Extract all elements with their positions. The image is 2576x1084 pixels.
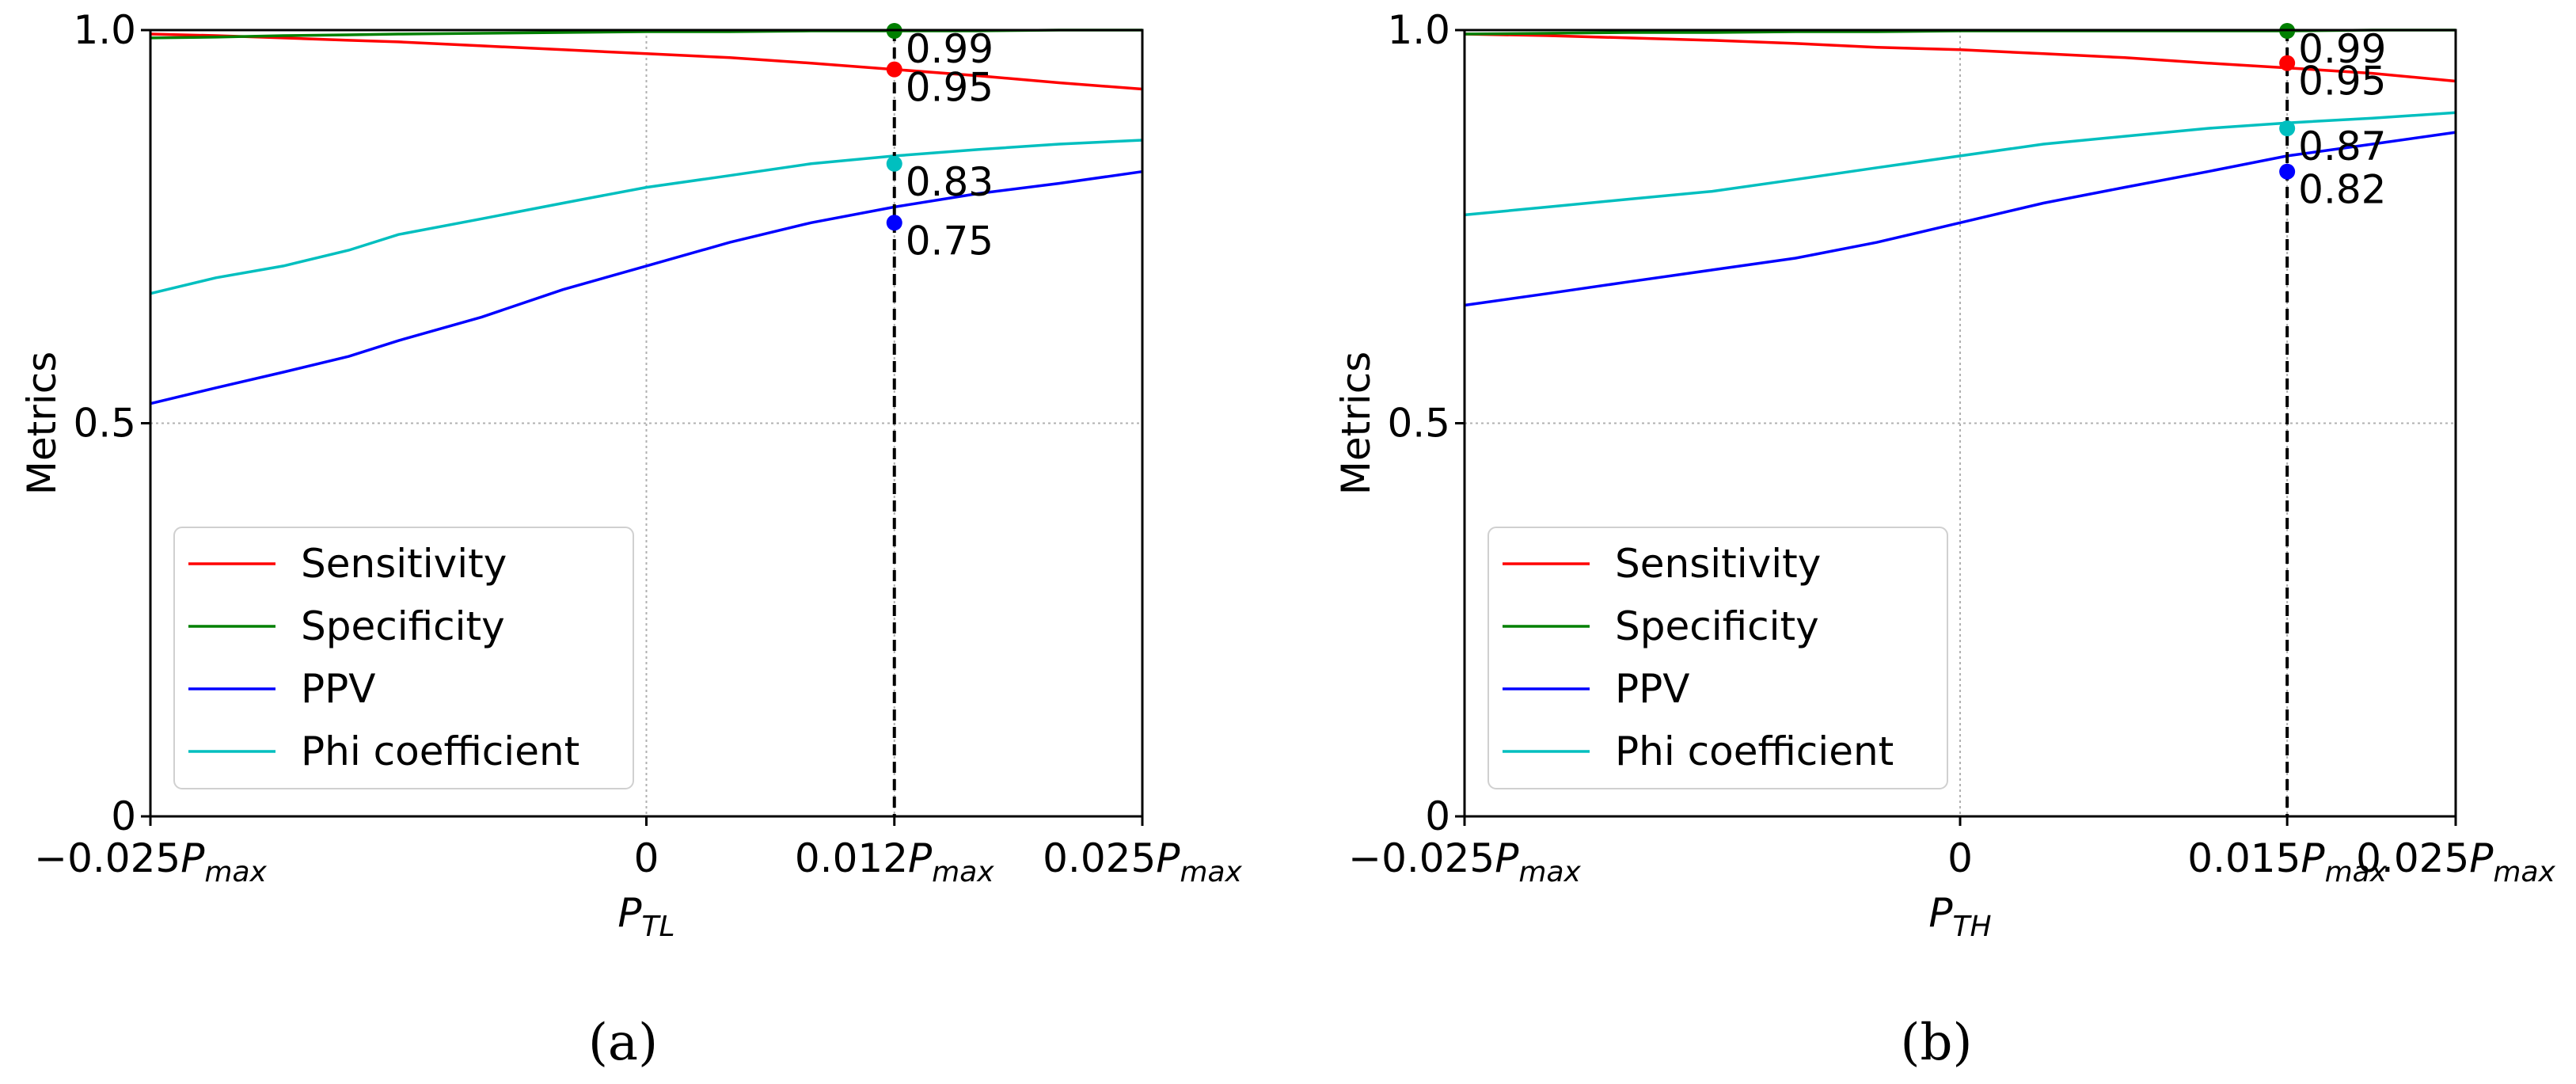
legend-entry-ppv: PPV bbox=[301, 666, 376, 712]
x-tick-prefix: 0.012 bbox=[795, 835, 908, 881]
legend-entry-specificity: Specificity bbox=[301, 603, 505, 649]
x-tick-label: 0.015Pmax bbox=[2187, 835, 2387, 888]
legend-box bbox=[173, 527, 634, 789]
x-tick-subscript: max bbox=[932, 856, 994, 888]
x-tick-label: 0.025Pmax bbox=[1043, 835, 1242, 888]
x-tick-label: −0.025Pmax bbox=[34, 835, 267, 888]
legend-entry-phi-coefficient: Phi coefficient bbox=[301, 728, 579, 774]
x-tick-symbol: P bbox=[1495, 835, 1519, 881]
x-axis-label: PTH bbox=[1928, 890, 1991, 943]
marker-value-label: 0.99 bbox=[906, 26, 994, 72]
x-tick-prefix: −0.025 bbox=[1348, 835, 1495, 881]
marker-value-label: 0.87 bbox=[2298, 124, 2386, 169]
marker-point bbox=[886, 155, 902, 172]
legend-entry-sensitivity: Sensitivity bbox=[1615, 541, 1821, 587]
x-tick-subscript: max bbox=[2325, 856, 2388, 888]
x-axis-label: PTL bbox=[617, 890, 674, 943]
marker-value-label: 0.95 bbox=[2298, 59, 2386, 105]
x-tick-prefix: 0 bbox=[634, 835, 659, 881]
y-tick-label: 1.0 bbox=[1387, 7, 1450, 53]
series-line-sensitivity bbox=[150, 32, 1143, 91]
x-tick-prefix: 0.015 bbox=[2187, 835, 2301, 881]
y-tick-label: 0 bbox=[1425, 793, 1450, 839]
marker-value-label: 0.75 bbox=[906, 218, 994, 264]
series-line-phi-coefficient bbox=[150, 139, 1143, 295]
x-tick-subscript: max bbox=[204, 856, 267, 888]
marker-value-label: 0.83 bbox=[906, 159, 994, 205]
x-axis-label-main: P bbox=[1928, 890, 1953, 936]
x-tick-prefix: 0.025 bbox=[2356, 835, 2469, 881]
x-tick-prefix: 0 bbox=[1947, 835, 1973, 881]
x-tick-symbol: P bbox=[908, 835, 933, 881]
x-tick-label: 0 bbox=[1947, 835, 1973, 881]
x-tick-symbol: P bbox=[2301, 835, 2325, 881]
x-tick-symbol: P bbox=[180, 835, 205, 881]
y-tick-label: 1.0 bbox=[73, 7, 136, 53]
marker-point bbox=[2279, 120, 2296, 137]
x-tick-symbol: P bbox=[2469, 835, 2494, 881]
x-tick-prefix: −0.025 bbox=[34, 835, 180, 881]
y-axis-label: Metrics bbox=[1333, 352, 1379, 496]
y-tick-label: 0 bbox=[111, 793, 136, 839]
x-axis-label-sub: TL bbox=[642, 911, 675, 943]
legend-entry-sensitivity: Sensitivity bbox=[301, 541, 507, 587]
x-tick-subscript: max bbox=[1180, 856, 1242, 888]
marker-point bbox=[886, 215, 902, 231]
legend-entry-phi-coefficient: Phi coefficient bbox=[1615, 728, 1894, 774]
x-tick-subscript: max bbox=[2493, 856, 2555, 888]
marker-value-label: 0.99 bbox=[2298, 26, 2386, 72]
marker-value-label: 0.95 bbox=[906, 65, 994, 111]
x-tick-label: 0.012Pmax bbox=[795, 835, 994, 888]
legend-entry-ppv: PPV bbox=[1615, 666, 1690, 712]
y-axis-label: Metrics bbox=[19, 352, 65, 496]
subfigure-caption: (b) bbox=[1901, 1014, 1973, 1072]
legend-box bbox=[1487, 527, 1948, 789]
x-tick-label: 0 bbox=[634, 835, 659, 881]
x-axis-label-main: P bbox=[617, 890, 642, 936]
marker-point bbox=[2279, 163, 2296, 180]
series-line-ppv bbox=[150, 169, 1143, 405]
x-tick-prefix: 0.025 bbox=[1043, 835, 1156, 881]
subfigure-caption: (a) bbox=[588, 1014, 658, 1072]
x-axis-label-sub: TH bbox=[1953, 911, 1992, 943]
marker-value-label: 0.82 bbox=[2298, 167, 2386, 213]
y-tick-label: 0.5 bbox=[1387, 401, 1450, 447]
x-tick-label: 0.025Pmax bbox=[2356, 835, 2555, 888]
legend-entry-specificity: Specificity bbox=[1615, 603, 1819, 649]
marker-point bbox=[886, 61, 902, 78]
x-tick-subscript: max bbox=[1518, 856, 1581, 888]
x-tick-label: −0.025Pmax bbox=[1348, 835, 1581, 888]
x-tick-symbol: P bbox=[1156, 835, 1180, 881]
marker-point bbox=[2279, 55, 2296, 71]
y-tick-label: 0.5 bbox=[73, 401, 136, 447]
